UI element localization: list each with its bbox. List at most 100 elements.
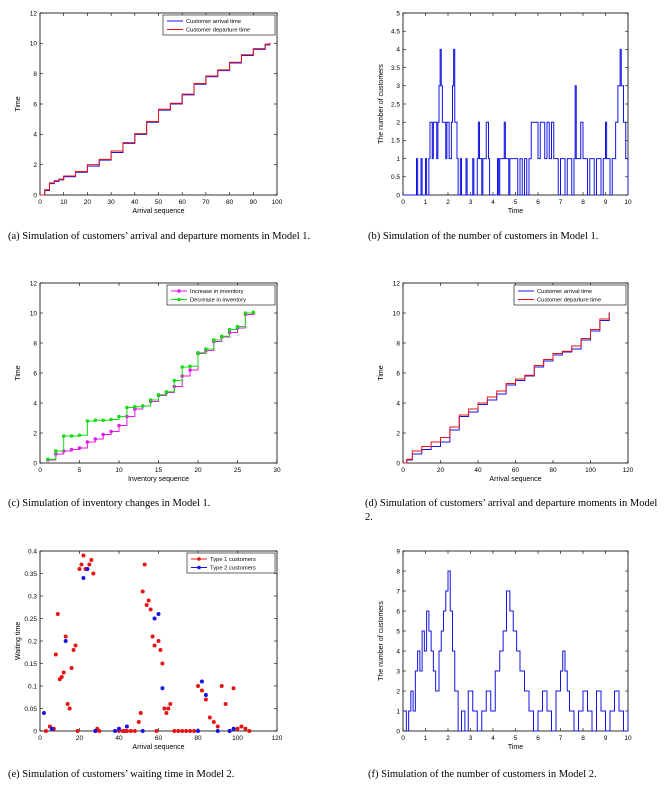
chart-panel-d: 0 20 40 60 80 100 120 0 2 4 6 8 10 12 Arrival sequence… — [345, 270, 665, 490]
legend-label: Decrease in inventory — [190, 298, 246, 304]
data-point-series-2 — [124, 724, 129, 729]
legend-label: Customer arrival time — [537, 289, 592, 295]
legend-box — [166, 284, 276, 306]
y-tick-label: 6 — [396, 370, 400, 377]
data-point-series-1 — [239, 724, 244, 729]
x-tick-label: 40 — [474, 467, 482, 474]
data-point-series-1 — [67, 706, 72, 711]
x-axis-label: Arrival sequence — [132, 744, 184, 751]
data-point-series-2 — [152, 616, 157, 621]
x-tick-label: 20 — [437, 467, 445, 474]
y-axis-label: Time — [15, 365, 22, 380]
data-point-series-1 — [61, 670, 66, 675]
data-point-series-1 — [196, 684, 200, 688]
series-line-2 — [403, 312, 610, 464]
data-point-series-1 — [142, 562, 147, 567]
y-tick-label: 3 — [396, 83, 400, 90]
series-marker-2 — [117, 414, 121, 419]
x-tick-label: 0 — [38, 199, 42, 206]
x-tick-label: 30 — [273, 467, 281, 474]
plot-frame — [402, 550, 629, 732]
series-marker-2 — [180, 365, 184, 369]
x-axis-label: Arrival sequence — [132, 208, 184, 215]
chart-e: 0 20 40 60 80 100 120 0 0.05 0.1 0.15 0.2 0.25 0.3 0.3… — [15, 548, 283, 751]
series-marker-2 — [101, 418, 105, 423]
data-point-series-1 — [243, 726, 248, 731]
data-point-series-1 — [79, 562, 84, 567]
data-point-series-1 — [154, 729, 159, 733]
data-point-series-1 — [199, 688, 204, 693]
x-tick-label: 5 — [514, 735, 518, 742]
series-marker-2 — [156, 392, 161, 397]
y-tick-label: 0.4 — [28, 548, 37, 555]
data-point-series-2 — [199, 679, 204, 684]
x-tick-label: 9 — [604, 735, 608, 742]
x-tick-label: 0 — [401, 467, 405, 474]
data-point-series-2 — [215, 729, 220, 733]
series-line-1 — [403, 313, 610, 464]
x-tick-label: 80 — [549, 467, 557, 474]
data-point-series-1 — [75, 729, 80, 733]
y-tick-label: 2 — [33, 162, 37, 169]
data-point-series-1 — [55, 612, 60, 616]
x-tick-label: 6 — [536, 735, 540, 742]
x-tick-label: 20 — [194, 467, 202, 474]
series-line-2 — [47, 312, 254, 460]
series-marker-1 — [69, 447, 74, 452]
x-tick-label: 100 — [232, 735, 243, 742]
series-line-1 — [403, 48, 629, 196]
x-tick-label: 10 — [115, 467, 123, 474]
y-tick-label: 2 — [396, 120, 400, 127]
data-point-series-2 — [231, 726, 236, 731]
y-tick-label: 9 — [396, 548, 400, 555]
series-line-1 — [403, 570, 629, 732]
y-tick-label: 0.3 — [28, 593, 37, 600]
data-point-series-1 — [146, 598, 151, 603]
series-marker-2 — [235, 324, 240, 329]
series-marker-1 — [117, 423, 121, 428]
y-tick-label: 0 — [33, 192, 37, 199]
data-point-series-1 — [156, 639, 161, 643]
caption-e: (e) Simulation of customers’ waiting tim… — [8, 769, 235, 780]
chart-c: 0 5 10 15 20 25 30 0 2 4 6 8 10 12 Inventory sequence T… — [15, 280, 281, 483]
data-point-series-1 — [65, 702, 70, 706]
data-point-series-2 — [117, 726, 121, 731]
x-tick-label: 40 — [115, 735, 123, 742]
legend-label: Customer arrival time — [186, 19, 241, 25]
x-tick-label: 3 — [469, 735, 473, 742]
plot-frame — [402, 282, 629, 464]
chart-panel-b: 0 1 2 3 4 5 6 7 8 9 10 0 0.5 1 1.5 2 2.5 3 3.5 4 4.5 5 Time The… — [345, 0, 665, 220]
data-point-series-1 — [162, 706, 167, 711]
x-tick-label: 50 — [155, 199, 163, 206]
x-tick-label: 0 — [38, 735, 42, 742]
caption-b: (b) Simulation of the number of customer… — [368, 231, 599, 242]
y-axis-label: Time — [378, 365, 385, 380]
x-axis-label: Arrival sequence — [489, 476, 541, 483]
data-point-series-1 — [176, 729, 181, 733]
data-point-series-1 — [144, 603, 149, 607]
y-tick-label: 10 — [30, 310, 38, 317]
x-tick-label: 80 — [226, 199, 234, 206]
series-marker-2 — [212, 338, 216, 342]
legend-marker — [197, 565, 201, 570]
y-tick-label: 4 — [33, 132, 37, 139]
y-tick-label: 0 — [33, 460, 37, 467]
y-tick-label: 0 — [33, 728, 37, 735]
y-tick-label: 12 — [30, 10, 38, 17]
y-axis-label: The number of customers — [378, 601, 385, 681]
legend-marker — [177, 289, 181, 293]
chart-b: 0 1 2 3 4 5 6 7 8 9 10 0 0.5 1 1.5 2 2.5 3 3.5 4 4.5 5 Time The… — [378, 10, 632, 215]
y-tick-label: 8 — [33, 340, 37, 347]
y-tick-label: 0.15 — [24, 661, 37, 668]
series-marker-2 — [69, 434, 74, 438]
data-point-series-1 — [203, 697, 208, 702]
data-point-series-1 — [184, 729, 189, 733]
y-tick-label: 8 — [33, 71, 37, 78]
data-point-series-1 — [87, 562, 92, 567]
series-marker-1 — [188, 368, 192, 372]
data-point-series-1 — [152, 643, 157, 648]
y-tick-label: 6 — [396, 608, 400, 615]
x-tick-label: 60 — [179, 199, 187, 206]
x-tick-label: 4 — [491, 199, 495, 206]
series-marker-1 — [109, 429, 113, 434]
